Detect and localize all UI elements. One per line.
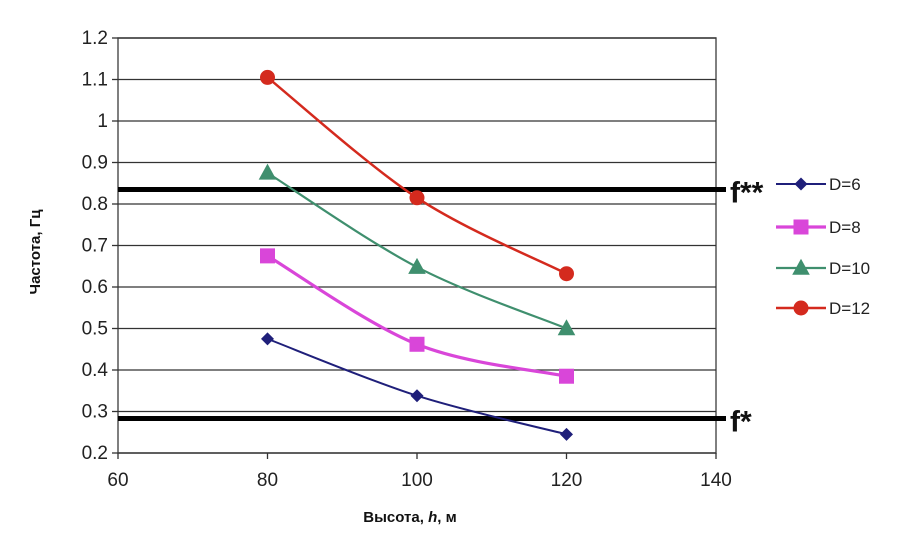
y-tick-label: 0.7 <box>82 236 108 257</box>
y-tick-label: 0.5 <box>82 319 108 340</box>
series-d-8 <box>260 248 574 384</box>
y-tick-label: 0.4 <box>82 360 109 381</box>
x-axis-label: Высота, h, м <box>363 509 456 526</box>
reference-lines: f** f* <box>118 176 764 439</box>
legend-marker <box>792 258 810 275</box>
data-point <box>258 163 277 180</box>
data-point <box>557 319 576 336</box>
data-point <box>559 368 574 384</box>
data-point <box>409 336 425 352</box>
series-d-12 <box>260 69 574 282</box>
data-point <box>559 266 574 282</box>
y-tick-label: 0.2 <box>82 443 108 464</box>
legend-item: D=6 <box>776 175 861 194</box>
x-tick-label: 140 <box>700 470 732 491</box>
legend-label: D=8 <box>829 218 861 237</box>
reference-line-label: f* <box>730 406 752 439</box>
legend: D=6 D=8 D=10 D=12 <box>776 175 870 318</box>
legend-marker <box>793 300 809 316</box>
reference-line-label: f** <box>730 176 764 209</box>
legend-item: D=8 <box>776 218 861 237</box>
y-tick-label: 0.3 <box>82 402 108 423</box>
legend-label: D=12 <box>829 299 870 318</box>
series-d-10 <box>258 163 576 336</box>
y-tick-label: 1.2 <box>82 28 108 49</box>
y-tick-label: 1 <box>97 111 108 132</box>
x-tick-label: 100 <box>401 470 433 491</box>
data-point <box>261 332 274 346</box>
data-point <box>409 190 425 206</box>
data-point <box>408 257 426 274</box>
y-tick-label: 0.9 <box>82 153 108 174</box>
x-tick-labels: 60 80 100 120 140 <box>107 453 732 491</box>
x-tick-label: 60 <box>107 470 128 491</box>
y-axis-label: Частота, Гц <box>27 209 44 295</box>
x-tick-label: 80 <box>257 470 278 491</box>
data-point <box>560 427 573 441</box>
legend-label: D=6 <box>829 175 861 194</box>
data-point <box>410 389 424 403</box>
data-point <box>260 69 275 85</box>
y-tick-labels: 0.2 0.3 0.4 0.5 0.6 0.7 0.8 0.9 1 1.1 1.2 <box>82 28 109 464</box>
x-tick-label: 120 <box>551 470 583 491</box>
legend-marker <box>794 177 808 191</box>
series-d-6 <box>261 332 573 441</box>
gridlines <box>112 37 716 454</box>
y-tick-label: 1.1 <box>82 70 108 91</box>
y-tick-label: 0.8 <box>82 194 108 215</box>
legend-item: D=10 <box>776 258 870 278</box>
legend-label: D=10 <box>829 259 870 278</box>
y-tick-label: 0.6 <box>82 277 108 298</box>
data-point <box>260 248 275 264</box>
legend-marker <box>793 219 809 235</box>
series-group <box>258 69 576 441</box>
legend-item: D=12 <box>776 299 870 318</box>
